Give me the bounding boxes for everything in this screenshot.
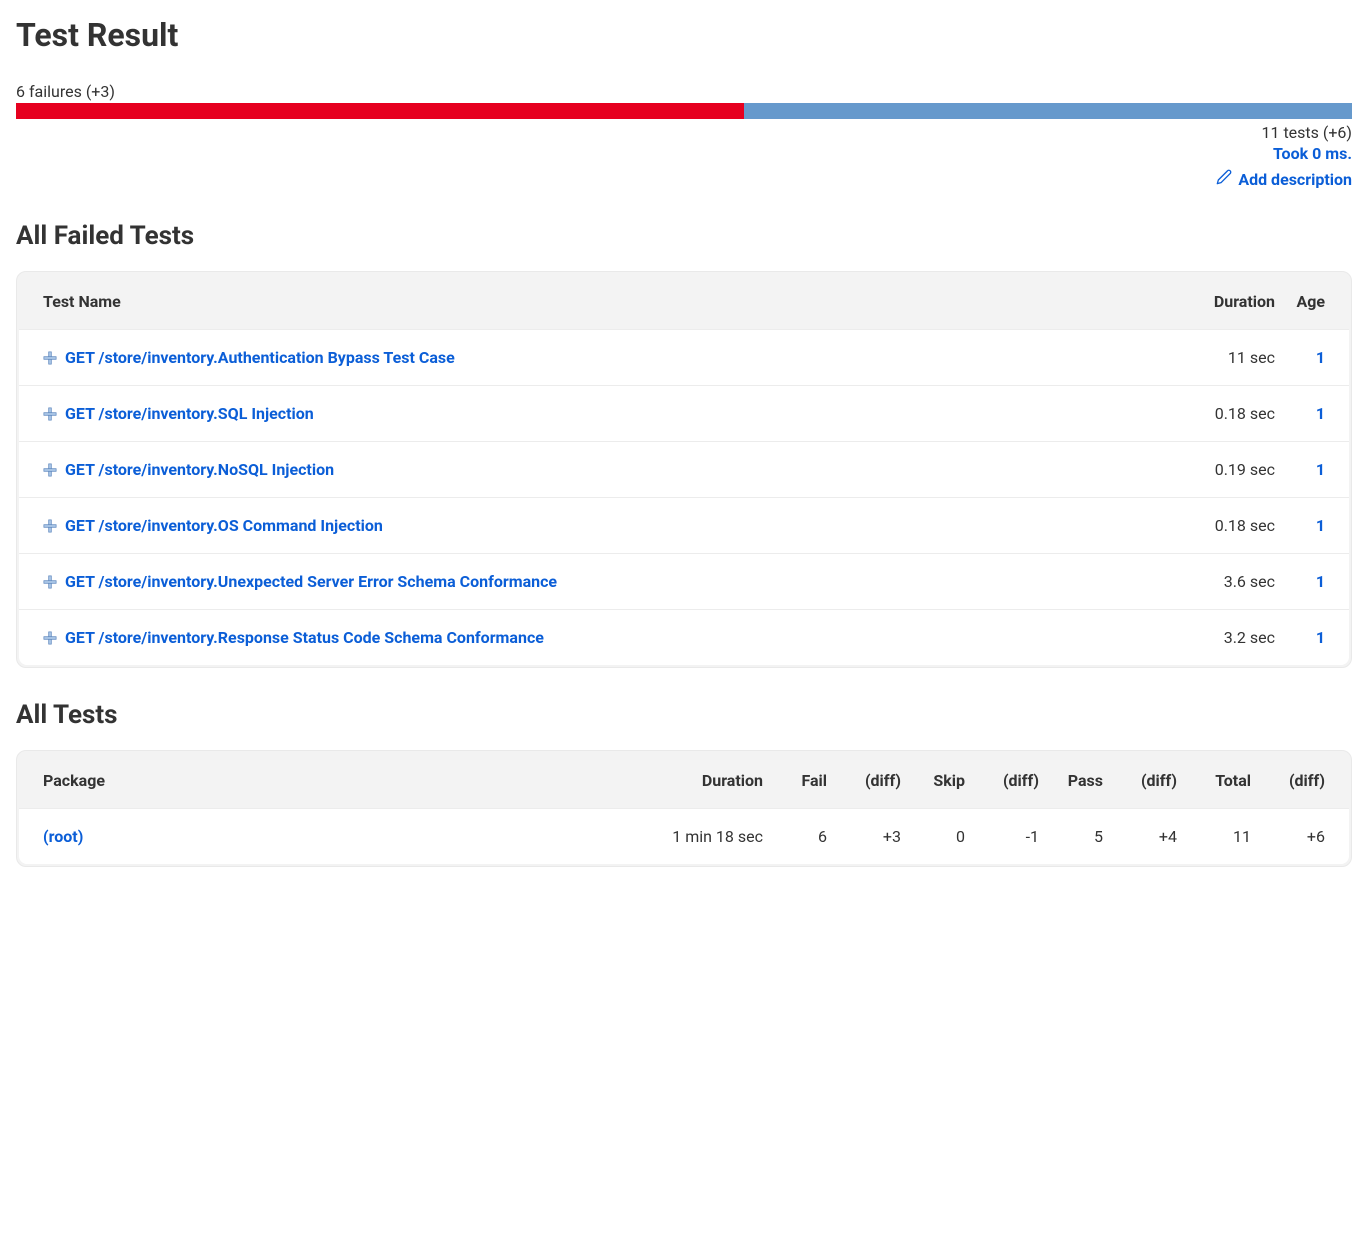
table-row: GET /store/inventory.Response Status Cod…	[19, 609, 1349, 665]
add-description-button[interactable]: Add description	[1216, 169, 1352, 189]
test-age-link[interactable]: 1	[1316, 516, 1325, 535]
table-row: GET /store/inventory.OS Command Injectio…	[19, 497, 1349, 553]
col-header-skip-diff: (diff)	[969, 771, 1039, 790]
pkg-fail: 6	[767, 827, 827, 846]
test-duration: 11 sec	[1165, 348, 1275, 367]
expand-icon[interactable]	[43, 463, 57, 477]
failed-tests-table: Test Name Duration Age GET /store/invent…	[16, 271, 1352, 668]
all-tests-table: Package Duration Fail (diff) Skip (diff)…	[16, 750, 1352, 867]
all-tests-header-row: Package Duration Fail (diff) Skip (diff)…	[19, 753, 1349, 808]
test-name-link[interactable]: GET /store/inventory.Unexpected Server E…	[65, 572, 557, 591]
failed-tests-heading: All Failed Tests	[16, 221, 1352, 251]
failed-tests-header-row: Test Name Duration Age	[19, 274, 1349, 329]
col-header-duration: Duration	[1165, 292, 1275, 311]
test-age-link[interactable]: 1	[1316, 572, 1325, 591]
col-header-age: Age	[1275, 292, 1325, 311]
pkg-total: 11	[1181, 827, 1251, 846]
col-header-skip: Skip	[905, 771, 965, 790]
expand-icon[interactable]	[43, 575, 57, 589]
test-duration: 0.18 sec	[1165, 404, 1275, 423]
expand-icon[interactable]	[43, 519, 57, 533]
pkg-total-diff: +6	[1255, 827, 1325, 846]
table-row: GET /store/inventory.NoSQL Injection 0.19…	[19, 441, 1349, 497]
col-header-pass: Pass	[1043, 771, 1103, 790]
col-header-fail: Fail	[767, 771, 827, 790]
test-name-link[interactable]: GET /store/inventory.Response Status Cod…	[65, 628, 544, 647]
all-tests-heading: All Tests	[16, 700, 1352, 730]
test-name-link[interactable]: GET /store/inventory.Authentication Bypa…	[65, 348, 455, 367]
test-name-link[interactable]: GET /store/inventory.NoSQL Injection	[65, 460, 334, 479]
col-header-package: Package	[43, 771, 599, 790]
pkg-pass: 5	[1043, 827, 1103, 846]
took-duration: Took 0 ms.	[16, 144, 1352, 163]
progress-pass-segment	[744, 103, 1352, 119]
test-duration: 3.6 sec	[1165, 572, 1275, 591]
table-row: (root) 1 min 18 sec6+30-15+411+6	[19, 808, 1349, 864]
add-description-label: Add description	[1238, 170, 1352, 189]
test-name-link[interactable]: GET /store/inventory.OS Command Injectio…	[65, 516, 383, 535]
test-age-link[interactable]: 1	[1316, 348, 1325, 367]
col-header-duration2: Duration	[603, 771, 763, 790]
pkg-pass-diff: +4	[1107, 827, 1177, 846]
pkg-fail-diff: +3	[831, 827, 901, 846]
table-row: GET /store/inventory.Unexpected Server E…	[19, 553, 1349, 609]
page-title: Test Result	[16, 16, 1352, 54]
pkg-skip: 0	[905, 827, 965, 846]
test-progress-bar	[16, 103, 1352, 119]
test-duration: 0.19 sec	[1165, 460, 1275, 479]
col-header-testname: Test Name	[43, 292, 1165, 311]
progress-fail-segment	[16, 103, 744, 119]
package-link[interactable]: (root)	[43, 827, 83, 846]
pkg-skip-diff: -1	[969, 827, 1039, 846]
test-duration: 0.18 sec	[1165, 516, 1275, 535]
expand-icon[interactable]	[43, 407, 57, 421]
col-header-total: Total	[1181, 771, 1251, 790]
test-name-link[interactable]: GET /store/inventory.SQL Injection	[65, 404, 314, 423]
expand-icon[interactable]	[43, 351, 57, 365]
pencil-icon	[1216, 169, 1232, 189]
pkg-duration: 1 min 18 sec	[603, 827, 763, 846]
col-header-fail-diff: (diff)	[831, 771, 901, 790]
failures-summary: 6 failures (+3)	[16, 82, 1352, 101]
col-header-pass-diff: (diff)	[1107, 771, 1177, 790]
table-row: GET /store/inventory.SQL Injection 0.18 s…	[19, 385, 1349, 441]
expand-icon[interactable]	[43, 631, 57, 645]
col-header-total-diff: (diff)	[1255, 771, 1325, 790]
test-age-link[interactable]: 1	[1316, 404, 1325, 423]
tests-summary: 11 tests (+6)	[16, 123, 1352, 142]
test-age-link[interactable]: 1	[1316, 628, 1325, 647]
test-age-link[interactable]: 1	[1316, 460, 1325, 479]
table-row: GET /store/inventory.Authentication Bypa…	[19, 329, 1349, 385]
test-duration: 3.2 sec	[1165, 628, 1275, 647]
